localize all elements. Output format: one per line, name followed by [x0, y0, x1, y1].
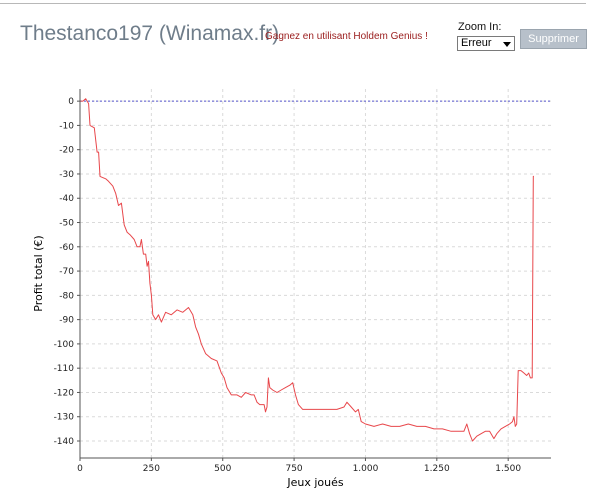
page-title: Thestanco197 (Winamax.fr)	[20, 22, 280, 45]
x-tick-label: 250	[143, 464, 160, 474]
y-tick-label: -40	[59, 194, 74, 204]
y-tick-label: -10	[59, 121, 74, 131]
y-tick-label: -50	[59, 219, 74, 229]
y-tick-label: -20	[59, 146, 74, 156]
x-tick-label: 1.000	[353, 464, 379, 474]
y-tick-label: -30	[59, 170, 74, 180]
zoom-label: Zoom In:	[458, 21, 502, 33]
plot-area	[80, 89, 551, 458]
x-tick-label: 750	[285, 464, 302, 474]
y-axis-title: Profit total (€)	[32, 235, 45, 311]
promo-link[interactable]: Gagnez en utilisant Holdem Genius !	[265, 31, 428, 42]
x-tick-label: 1.250	[424, 464, 450, 474]
y-tick-label: -80	[59, 291, 74, 301]
y-tick-label: -100	[54, 340, 75, 350]
y-tick-label: -70	[59, 267, 74, 277]
x-tick-label: 0	[77, 464, 83, 474]
zoom-select-value: Erreur	[461, 37, 492, 49]
chevron-down-icon	[503, 42, 511, 47]
y-tick-label: -120	[54, 388, 75, 398]
y-tick-label: 0	[68, 97, 74, 107]
top-divider	[0, 3, 586, 4]
x-axis-title: Jeux joués	[286, 476, 344, 489]
x-tick-label: 500	[214, 464, 231, 474]
zoom-select[interactable]: Erreur	[457, 36, 515, 51]
y-tick-label: -130	[54, 413, 75, 423]
x-tick-label: 1.500	[495, 464, 521, 474]
delete-button[interactable]: Supprimer	[520, 29, 587, 49]
y-tick-label: -110	[54, 364, 75, 374]
y-tick-label: -90	[59, 316, 74, 326]
profit-series-line	[80, 98, 534, 442]
y-tick-label: -140	[54, 437, 75, 447]
y-tick-label: -60	[59, 243, 74, 253]
